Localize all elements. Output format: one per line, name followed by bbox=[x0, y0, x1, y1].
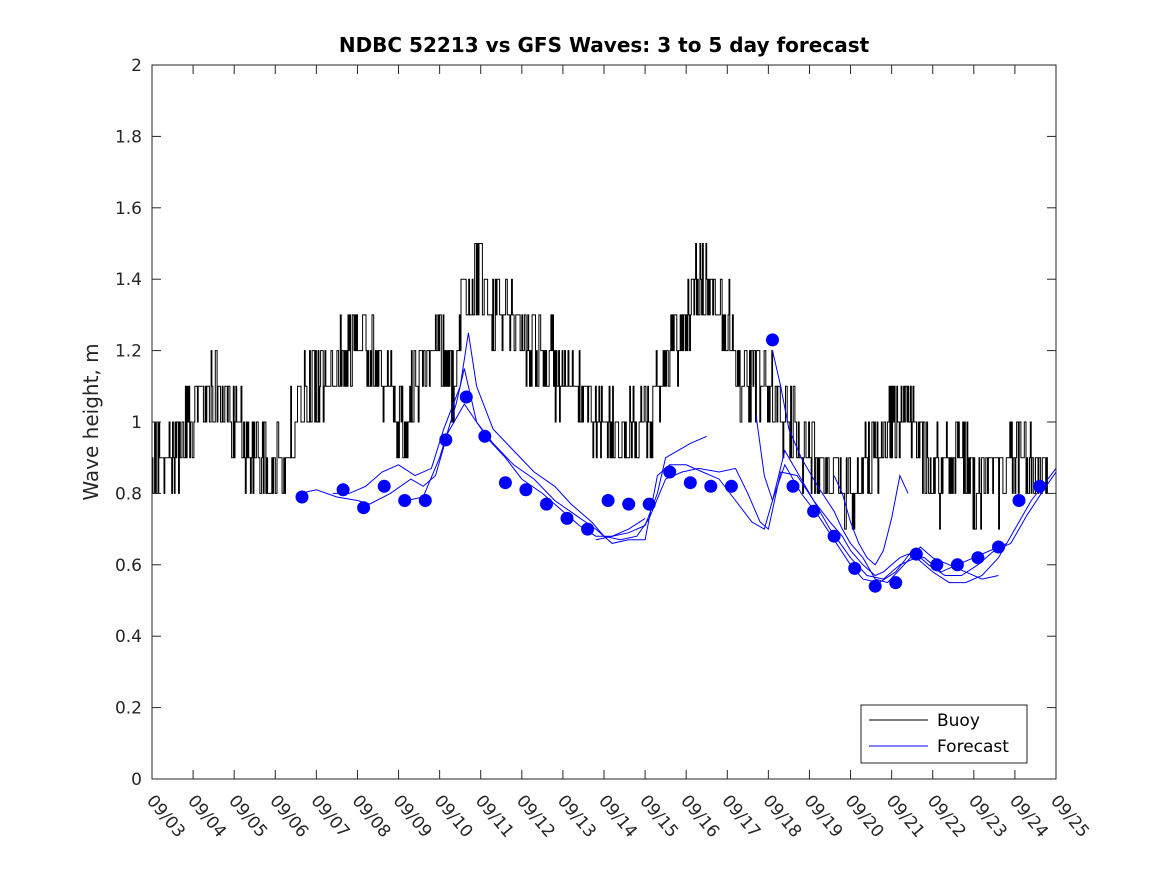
legend-label-forecast: Forecast bbox=[937, 737, 1009, 757]
y-tick-label: 0.6 bbox=[115, 556, 142, 576]
buoy-series bbox=[152, 243, 1048, 530]
legend: Buoy Forecast bbox=[860, 704, 1028, 764]
forecast-point bbox=[519, 483, 533, 497]
forecast-point bbox=[439, 433, 453, 447]
forecast-point bbox=[459, 390, 473, 404]
forecast-point bbox=[336, 483, 350, 497]
forecast-point bbox=[418, 494, 432, 507]
forecast-point bbox=[540, 497, 553, 511]
forecast-point bbox=[295, 490, 309, 504]
forecast-point bbox=[398, 494, 412, 507]
forecast-point bbox=[663, 465, 677, 479]
forecast-point bbox=[642, 497, 656, 511]
forecast-point bbox=[560, 511, 574, 525]
forecast-line bbox=[332, 332, 1057, 584]
forecast-point bbox=[622, 497, 636, 511]
forecast-point bbox=[601, 494, 615, 507]
chart-title: NDBC 52213 vs GFS Waves: 3 to 5 day fore… bbox=[339, 33, 870, 57]
forecast-line bbox=[406, 368, 1057, 584]
y-tick-label: 0 bbox=[131, 770, 142, 790]
buoy-line bbox=[152, 243, 1048, 530]
forecast-point bbox=[704, 479, 718, 493]
forecast-point bbox=[827, 529, 841, 543]
forecast-point bbox=[992, 540, 1005, 554]
y-tick-label: 0.8 bbox=[115, 484, 142, 504]
forecast-point bbox=[971, 551, 985, 565]
legend-label-buoy: Buoy bbox=[937, 711, 980, 731]
forecast-point bbox=[766, 333, 779, 347]
y-tick-label: 2 bbox=[131, 56, 142, 76]
y-tick-label: 1 bbox=[131, 413, 142, 433]
forecast-point bbox=[724, 479, 738, 493]
forecast-point bbox=[581, 522, 595, 536]
forecast-point bbox=[1012, 494, 1026, 507]
forecast-point bbox=[1033, 479, 1047, 493]
forecast-series-points bbox=[295, 333, 1047, 593]
forecast-point bbox=[478, 429, 492, 443]
legend-box bbox=[860, 704, 1028, 764]
forecast-point bbox=[683, 476, 697, 490]
forecast-point bbox=[909, 547, 923, 561]
forecast-point bbox=[377, 479, 391, 493]
forecast-point bbox=[498, 476, 512, 490]
y-tick-label: 1.6 bbox=[115, 199, 142, 219]
forecast-point bbox=[868, 579, 882, 593]
y-axis: 0 0.2 0.4 0.6 0.8 1 1.2 1.4 1.6 1.8 2 bbox=[115, 56, 1056, 790]
forecast-point bbox=[889, 576, 903, 590]
y-tick-label: 0.2 bbox=[115, 699, 142, 719]
forecast-point bbox=[848, 561, 862, 575]
forecast-line bbox=[833, 473, 909, 566]
forecast-point bbox=[950, 558, 964, 572]
y-axis-label: Wave height, m bbox=[79, 343, 103, 500]
forecast-point bbox=[930, 558, 944, 572]
y-tick-label: 1.2 bbox=[115, 342, 142, 362]
y-tick-label: 1.8 bbox=[115, 127, 142, 147]
forecast-line bbox=[595, 435, 707, 541]
y-tick-label: 0.4 bbox=[115, 627, 142, 647]
forecast-point bbox=[807, 504, 821, 518]
forecast-point bbox=[786, 479, 800, 493]
forecast-point bbox=[357, 501, 371, 515]
y-tick-label: 1.4 bbox=[115, 270, 142, 290]
